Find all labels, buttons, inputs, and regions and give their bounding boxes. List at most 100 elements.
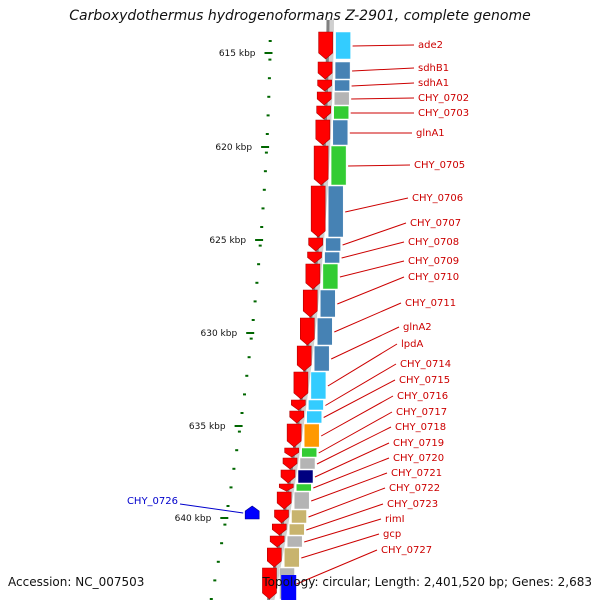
genome-title: Carboxydothermus hydrogenoformans Z-2901… (69, 8, 531, 24)
gene-leader-CHY_0726 (179, 503, 244, 514)
gene-label-CHY_0723: CHY_0723 (387, 499, 438, 510)
cog-box-CHY_0718 (299, 457, 316, 470)
gene-arrow-CHY_0727 (262, 567, 277, 600)
cog-box-gcp (284, 547, 300, 568)
scale-tick-minor (209, 598, 213, 600)
gene-label-CHY_0707: CHY_0707 (410, 218, 461, 229)
gene-arrow-CHY_0708 (307, 251, 322, 264)
scale-tick-minor (213, 579, 217, 582)
gene-label-CHY_0726: CHY_0726 (127, 496, 178, 507)
scale-tick-minor (262, 188, 266, 191)
gene-label-CHY_0715: CHY_0715 (399, 375, 450, 386)
gene-leader-sdhA1 (351, 82, 415, 87)
cog-box-glnA2 (313, 345, 330, 372)
scale-label: 625 kbp (209, 236, 246, 246)
gene-leader-CHY_0708 (341, 241, 405, 259)
scale-tick-minor (235, 449, 239, 452)
gene-arrow-CHY_0709 (305, 263, 321, 290)
gene-label-ade2: ade2 (418, 40, 443, 51)
gene-arrow-CHY_0715 (289, 410, 305, 424)
gene-leader-CHY_0716 (320, 395, 394, 437)
cog-box-rimI (286, 535, 303, 548)
gene-leader-gcp (301, 533, 380, 559)
gene-leader-CHY_0710 (337, 276, 405, 305)
gene-arrow-glnA2 (296, 345, 312, 372)
gene-label-CHY_0721: CHY_0721 (391, 468, 442, 479)
cog-box-CHY_0721 (293, 491, 310, 510)
scale-tick-minor (268, 58, 272, 61)
scale-tick-minor (245, 374, 249, 377)
gene-leader-CHY_0714 (325, 363, 397, 406)
cog-box-sdhB1 (334, 61, 351, 80)
scale-label: 620 kbp (215, 143, 252, 153)
scale-tick-minor (240, 412, 244, 414)
gene-leader-CHY_0702 (351, 97, 415, 100)
gene-arrow-rimI (269, 535, 285, 548)
gene-leader-ade2 (352, 44, 415, 47)
cog-box-ade2 (335, 31, 351, 60)
gene-arrow-CHY_0714 (291, 399, 306, 411)
cog-box-CHY_0716 (303, 423, 320, 448)
scale-tick-minor (260, 226, 264, 228)
scale-tick-minor (243, 393, 246, 396)
cog-box-CHY_0720 (296, 483, 312, 492)
gene-leader-CHY_0706 (345, 197, 409, 213)
scale-tick-minor (261, 207, 265, 210)
gene-leader-glnA2 (330, 326, 400, 360)
gene-arrow-CHY_0726 (244, 505, 260, 520)
scale-tick-minor (257, 263, 261, 266)
gene-leader-CHY_0721 (311, 472, 388, 502)
cog-box-CHY_0707 (325, 237, 341, 252)
gene-leader-CHY_0722 (308, 487, 386, 518)
scale-tick-minor (226, 505, 230, 507)
gene-arrow-lpdA (293, 371, 309, 400)
gene-leader-CHY_0723 (306, 503, 384, 531)
gene-arrow-sdhB1 (317, 61, 333, 80)
gene-arrow-gcp (267, 547, 282, 568)
gene-arrow-CHY_0717 (284, 447, 299, 458)
gene-label-glnA1: glnA1 (416, 128, 445, 139)
cog-box-CHY_0702 (333, 91, 350, 106)
scale-tick-minor (237, 430, 241, 433)
scale-tick-minor (251, 319, 255, 321)
gene-arrow-CHY_0705 (313, 145, 329, 186)
scale-tick-major (264, 52, 273, 54)
gene-label-glnA2: glnA2 (403, 322, 432, 333)
gene-label-CHY_0717: CHY_0717 (396, 407, 447, 418)
gene-arrow-CHY_0720 (278, 483, 294, 492)
scale-tick-minor (253, 300, 257, 303)
gene-leader-CHY_0719 (314, 442, 390, 478)
scale-tick-minor (255, 281, 259, 284)
gene-label-CHY_0705: CHY_0705 (414, 160, 465, 171)
cog-box-CHY_0706 (327, 185, 344, 238)
gene-arrow-CHY_0702 (316, 91, 332, 106)
cog-box-CHY_0709 (322, 263, 339, 290)
genome-summary-label: Topology: circular; Length: 2,401,520 bp… (262, 575, 592, 589)
cog-box-CHY_0711 (317, 317, 333, 346)
gene-arrow-glnA1 (315, 119, 331, 146)
scale-tick-minor (267, 95, 271, 98)
gene-label-CHY_0718: CHY_0718 (395, 422, 446, 433)
gene-leader-CHY_0711 (334, 302, 402, 333)
scale-tick-major (220, 517, 229, 519)
scale-tick-major (234, 425, 243, 427)
gene-label-CHY_0711: CHY_0711 (405, 298, 456, 309)
gene-leader-CHY_0709 (339, 260, 405, 278)
gene-label-rimI: rimI (385, 514, 405, 525)
gene-arrow-sdhA1 (317, 79, 332, 92)
cog-box-CHY_0717 (301, 447, 317, 458)
gene-leader-CHY_0705 (348, 164, 411, 167)
gene-label-CHY_0727: CHY_0727 (381, 545, 432, 556)
gene-arrow-CHY_0722 (274, 509, 289, 524)
gene-arrow-CHY_0723 (271, 523, 287, 536)
gene-leader-sdhB1 (352, 67, 415, 72)
scale-tick-minor (264, 151, 268, 154)
scale-tick-minor (220, 542, 224, 545)
gene-arrow-CHY_0707 (308, 237, 323, 252)
gene-label-CHY_0714: CHY_0714 (400, 359, 451, 370)
scale-tick-minor (263, 170, 267, 173)
gene-label-CHY_0709: CHY_0709 (408, 256, 459, 267)
gene-label-sdhA1: sdhA1 (418, 78, 449, 89)
gene-label-CHY_0716: CHY_0716 (397, 391, 448, 402)
